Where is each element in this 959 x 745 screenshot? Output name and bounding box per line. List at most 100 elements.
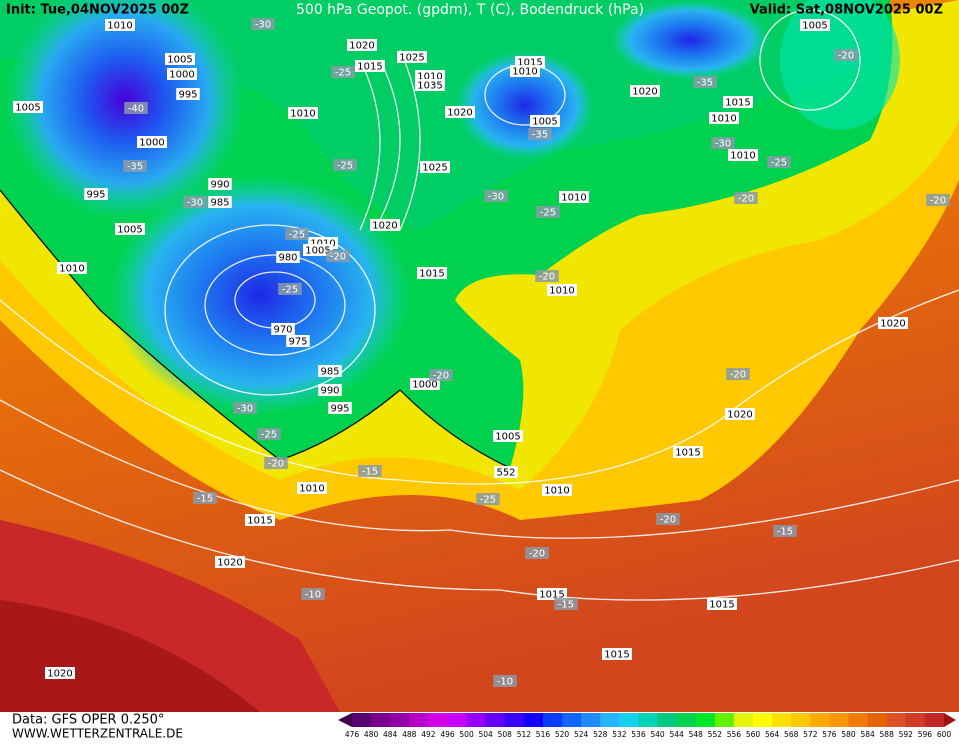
colorbar-swatch [504, 713, 525, 727]
temperature-label-box [123, 160, 147, 172]
isobar-label-box [709, 112, 739, 124]
isobar-label-box [547, 284, 577, 296]
colorbar-swatch [638, 713, 659, 727]
colorbar-label: 592 [899, 730, 914, 739]
temperature-label: -15 [197, 494, 213, 505]
isobar-label-box [318, 365, 342, 377]
isobar-label: 552 [496, 468, 515, 479]
temperature-label: -35 [697, 78, 713, 89]
isobar-label: 1010 [59, 264, 84, 275]
isobar-label-box [13, 101, 43, 113]
temperature-label-box [331, 66, 355, 78]
colorbar-swatch [791, 713, 811, 727]
isobar-label: 1010 [730, 151, 755, 162]
isobar-label: 1010 [549, 286, 574, 297]
isobar-label-box [208, 178, 232, 190]
temperature-label: -20 [529, 549, 545, 560]
colorbar-swatch [428, 713, 448, 727]
colorbar-swatch [924, 713, 945, 727]
isobar-label: 970 [273, 325, 292, 336]
isobar-label: 1020 [727, 410, 752, 421]
temperature-label: -25 [282, 285, 298, 296]
isobar-label: 1000 [412, 380, 437, 391]
temperature-label-box [493, 675, 517, 687]
isobar-label: 990 [210, 180, 229, 191]
isobar-label: 1005 [495, 432, 520, 443]
temperature-label: -25 [337, 161, 353, 172]
isobar-label-box [420, 161, 450, 173]
temperature-label: -30 [255, 20, 271, 31]
isobar-label-box [245, 514, 275, 526]
colorbar-swatch [542, 713, 563, 727]
isobar-label-box [276, 251, 300, 263]
map [0, 0, 959, 712]
isobar-label-box [800, 19, 830, 31]
temperature-label-box [693, 76, 717, 88]
colorbar-label: 564 [765, 730, 780, 739]
temperature-label: -25 [289, 230, 305, 241]
isobar-label: 1020 [372, 221, 397, 232]
colorbar-swatch [523, 713, 544, 727]
isobar-label-box [165, 53, 195, 65]
temperature-label-box [257, 428, 281, 440]
temperature-label: -20 [738, 194, 754, 205]
colorbar-label: 480 [364, 730, 379, 739]
temperature-label-box [285, 228, 309, 240]
colorbar-label: 596 [918, 730, 933, 739]
isobar-label: 1015 [725, 98, 750, 109]
colorbar-swatch [619, 713, 639, 727]
colorbar-label: 584 [860, 730, 875, 739]
temperature-label-box [326, 250, 350, 262]
temperature-label: -15 [777, 527, 793, 538]
temperature-label: -25 [480, 495, 496, 506]
temperature-label-box [834, 49, 858, 61]
isobar-label-box [415, 79, 445, 91]
temperature-label: -25 [540, 208, 556, 219]
temperature-label: -30 [187, 198, 203, 209]
isobar-label: 1005 [532, 117, 557, 128]
isobar-label: 1025 [422, 163, 447, 174]
title: 500 hPa Geopot. (gpdm), T (C), Bodendruc… [296, 2, 644, 18]
temperature-label-box [193, 492, 217, 504]
colorbar-arrow [338, 713, 352, 727]
isobar-label-box [105, 19, 135, 31]
colorbar-swatch [810, 713, 830, 727]
temperature-label-box [734, 192, 758, 204]
temperature-label-box [535, 270, 559, 282]
temperature-label-box [251, 18, 275, 30]
isobar-label: 1015 [604, 650, 629, 661]
colorbar-swatch [466, 713, 487, 727]
colorbar-label: 516 [536, 730, 551, 739]
temperature-label-box [767, 156, 791, 168]
temperature-label: -20 [330, 252, 346, 263]
isobar-label: 1005 [802, 21, 827, 32]
temperature-label-box [429, 369, 453, 381]
data-source: Data: GFS OPER 0.250° [12, 713, 164, 728]
isobar-label-box [559, 191, 589, 203]
colorbar-label: 476 [345, 730, 360, 739]
isobar-label: 1010 [417, 72, 442, 83]
colorbar-label: 548 [689, 730, 704, 739]
isobar-label-box [286, 335, 310, 347]
isobar-label: 985 [210, 198, 229, 209]
temperature-label-box [124, 102, 148, 114]
colorbar-label: 520 [555, 730, 570, 739]
isobar-label: 1020 [349, 41, 374, 52]
isobar-label: 995 [178, 90, 197, 101]
temperature-label: -35 [127, 162, 143, 173]
isobar-label-box [397, 51, 427, 63]
temperature-label-box [528, 128, 552, 140]
isobar-label: 1010 [290, 109, 315, 120]
colorbar-label: 492 [421, 730, 436, 739]
colorbar-swatch [352, 713, 372, 727]
colorbar-swatch [733, 713, 754, 727]
temperature-label: -20 [838, 51, 854, 62]
isobar-label: 1010 [544, 486, 569, 497]
isobar-label: 995 [86, 190, 105, 201]
colorbar-label: 588 [880, 730, 895, 739]
isobar-label: 1005 [117, 225, 142, 236]
temperature-label: -25 [771, 158, 787, 169]
temperature-label: -15 [558, 600, 574, 611]
valid-label: Valid: Sat,08NOV2025 00Z [750, 3, 943, 18]
isobar-label-box [707, 598, 737, 610]
